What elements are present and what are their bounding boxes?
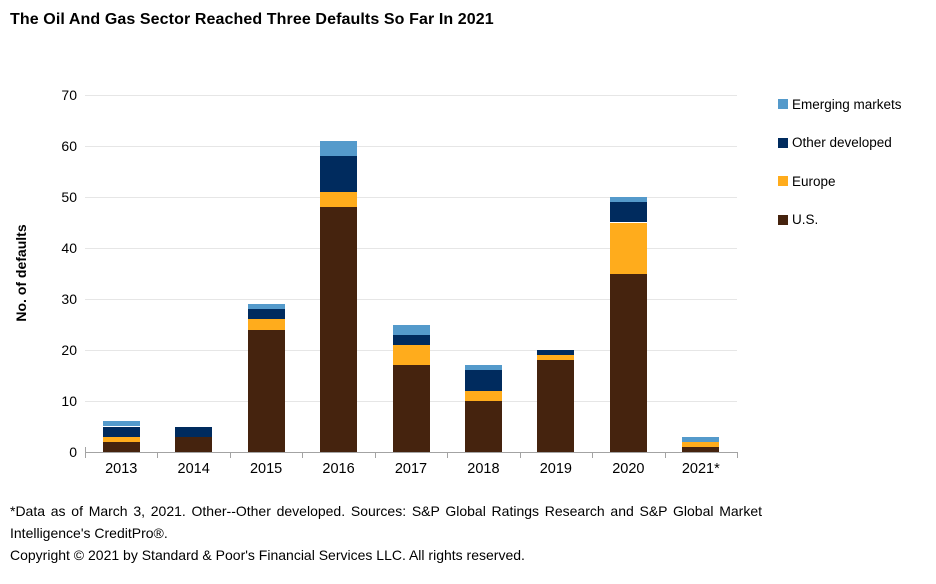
y-axis-title: No. of defaults [13, 224, 29, 322]
legend-item-u-s: U.S. [778, 212, 818, 228]
bar-segment-europe-2017 [392, 344, 430, 366]
bar-segment-emerging-markets-2020 [609, 197, 647, 203]
x-axis-tick [520, 452, 521, 458]
y-tick-label-10: 10 [61, 393, 77, 409]
bar-segment-emerging-markets-2013 [102, 421, 140, 427]
gridline-70 [85, 95, 737, 96]
x-axis-tick [737, 452, 738, 458]
legend-swatch-europe [778, 176, 788, 186]
bar-segment-other-developed-2017 [392, 334, 430, 345]
legend-label-emerging-markets: Emerging markets [792, 96, 902, 112]
legend-label-other-developed: Other developed [792, 135, 892, 150]
bar-segment-europe-2021 [682, 441, 720, 447]
bar-segment-other-developed-2014 [175, 426, 213, 437]
bar-segment-emerging-markets-2018 [464, 365, 502, 371]
x-tick-label-2021: 2021* [681, 461, 720, 477]
bar-segment-emerging-markets-2016 [320, 140, 358, 157]
bar-segment-emerging-markets-2017 [392, 324, 430, 335]
y-tick-label-50: 50 [61, 189, 77, 205]
legend-swatch-emerging-markets [778, 99, 788, 109]
bar-segment-u-s-2015 [247, 329, 285, 452]
bar-segment-europe-2013 [102, 436, 140, 442]
bar-segment-other-developed-2015 [247, 309, 285, 320]
legend-swatch-u-s [778, 214, 788, 225]
x-axis-tick [375, 452, 376, 458]
legend-item-emerging-markets: Emerging markets [778, 96, 902, 112]
footnotes: *Data as of March 3, 2021. Other--Other … [10, 500, 762, 566]
bar-segment-europe-2020 [609, 222, 647, 274]
bar-segment-u-s-2018 [464, 401, 502, 452]
gridline-50 [85, 197, 737, 198]
y-tick-label-40: 40 [61, 240, 77, 256]
bar-segment-u-s-2014 [175, 436, 213, 452]
y-tick-label-60: 60 [61, 138, 77, 154]
bar-segment-u-s-2019 [537, 360, 575, 452]
gridline-60 [85, 146, 737, 147]
bar-segment-other-developed-2020 [609, 202, 647, 223]
x-tick-label-2015: 2015 [249, 461, 283, 477]
legend-label-u-s: U.S. [792, 212, 819, 227]
legend-item-other-developed: Other developed [778, 135, 892, 151]
bar-segment-europe-2018 [464, 390, 502, 401]
x-tick-label-2017: 2017 [394, 461, 428, 477]
x-axis-tick [447, 452, 448, 458]
bar-segment-other-developed-2013 [102, 426, 140, 437]
x-axis-tick [665, 452, 666, 458]
footnote-copyright: Copyright © 2021 by Standard & Poor's Fi… [10, 547, 525, 563]
bar-segment-other-developed-2016 [320, 156, 358, 192]
bar-segment-u-s-2017 [392, 365, 430, 452]
x-axis-tick [85, 452, 86, 458]
x-tick-label-2014: 2014 [177, 461, 210, 477]
plot-area [85, 95, 737, 452]
y-axis-tick-stub [85, 447, 86, 452]
x-axis-tick [302, 452, 303, 458]
bar-segment-other-developed-2018 [464, 370, 502, 391]
bar-segment-europe-2015 [247, 319, 285, 330]
bar-segment-emerging-markets-2021 [682, 436, 720, 442]
legend-swatch-other-developed [778, 137, 788, 148]
y-tick-label-0: 0 [69, 444, 77, 460]
bar-segment-europe-2016 [320, 191, 358, 208]
gridline-40 [85, 248, 737, 249]
bar-segment-other-developed-2019 [537, 350, 575, 356]
x-tick-label-2018: 2018 [467, 461, 500, 477]
x-axis-tick [230, 452, 231, 458]
x-tick-label-2019: 2019 [539, 461, 572, 477]
bar-segment-u-s-2021 [682, 446, 720, 452]
x-tick-label-2020: 2020 [612, 461, 645, 477]
y-tick-label-70: 70 [61, 87, 77, 103]
bar-segment-u-s-2016 [320, 207, 358, 452]
y-tick-label-20: 20 [61, 342, 77, 358]
legend-item-europe: Europe [778, 173, 836, 189]
x-axis-line [85, 452, 738, 453]
bar-segment-emerging-markets-2015 [247, 304, 285, 310]
footnote-sources: *Data as of March 3, 2021. Other--Other … [10, 503, 762, 541]
x-tick-label-2016: 2016 [322, 461, 355, 477]
chart-title: The Oil And Gas Sector Reached Three Def… [10, 11, 494, 28]
x-tick-label-2013: 2013 [105, 461, 138, 477]
x-axis-tick [157, 452, 158, 458]
y-tick-label-30: 30 [61, 291, 77, 307]
bar-segment-europe-2019 [537, 355, 575, 361]
bar-segment-u-s-2013 [102, 441, 140, 452]
x-axis-tick [592, 452, 593, 458]
gridline-30 [85, 299, 737, 300]
legend-label-europe: Europe [792, 173, 836, 189]
bar-segment-u-s-2020 [609, 273, 647, 452]
